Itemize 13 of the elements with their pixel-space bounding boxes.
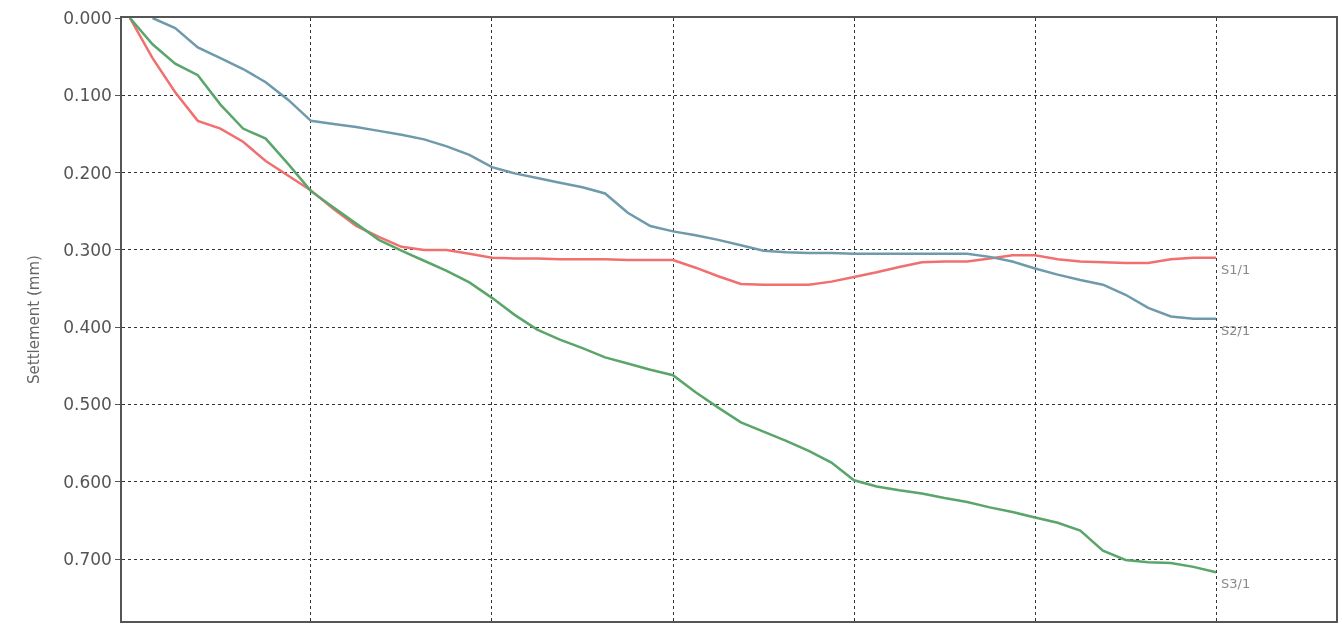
y-axis-title: Settlement (mm): [24, 255, 43, 384]
series-label: S2/1: [1221, 323, 1251, 338]
y-tick-label: 0.000: [63, 7, 112, 28]
series-label: S1/1: [1221, 262, 1251, 277]
y-tick-label: 0.400: [63, 317, 112, 338]
y-tick-label: 0.500: [63, 394, 112, 415]
y-tick-label: 0.300: [63, 239, 112, 260]
y-tick-label: 0.200: [63, 162, 112, 183]
y-tick-label: 0.100: [63, 85, 112, 106]
series-label: S3/1: [1221, 576, 1251, 591]
y-tick-label: 0.600: [63, 471, 112, 492]
y-tick-label: 0.700: [63, 549, 112, 570]
line-series: [128, 18, 1218, 574]
